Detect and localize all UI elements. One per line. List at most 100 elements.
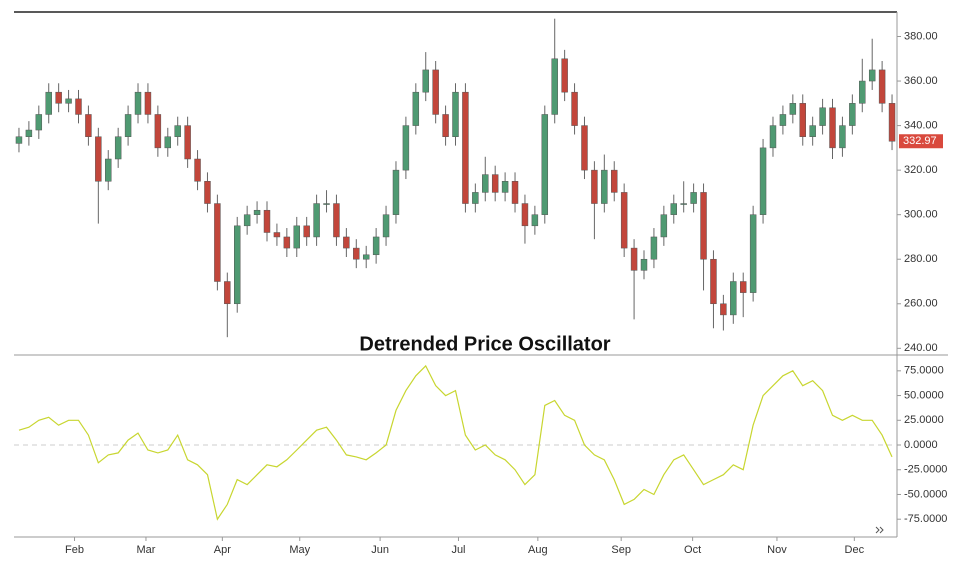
candle-body xyxy=(303,225,310,238)
candle-body xyxy=(15,136,23,144)
candle-body xyxy=(402,125,410,171)
candle-body xyxy=(878,69,886,104)
candle-body xyxy=(521,203,529,227)
candle-body xyxy=(511,181,519,204)
scroll-icon[interactable] xyxy=(879,526,884,534)
candle-body xyxy=(194,158,201,182)
candle-body xyxy=(472,192,479,204)
candle-body xyxy=(452,91,459,137)
candle-body xyxy=(730,281,737,316)
candle-body xyxy=(144,91,152,115)
y-tick-label: 380.00 xyxy=(904,30,938,42)
candle-body xyxy=(799,103,806,137)
candle-body xyxy=(343,236,350,249)
candle-body xyxy=(75,98,82,115)
candle-body xyxy=(482,174,489,193)
candle-body xyxy=(114,136,122,160)
candle-body xyxy=(660,214,668,238)
candle-body xyxy=(779,114,787,126)
y-tick-label: 25.0000 xyxy=(904,414,944,426)
candle-body xyxy=(313,203,320,238)
candle-body xyxy=(323,203,330,205)
y-tick-label: 50.0000 xyxy=(904,389,944,401)
candle-body xyxy=(392,169,400,215)
candle-body xyxy=(333,203,340,238)
candle-body xyxy=(819,107,826,126)
candle-body xyxy=(224,281,231,305)
candle-body xyxy=(124,114,132,137)
candle-body xyxy=(234,225,241,305)
candle-body xyxy=(720,303,727,316)
last-price-box xyxy=(899,134,943,149)
y-tick-label: 320.00 xyxy=(904,164,938,176)
candle-body xyxy=(85,114,92,137)
candle-body xyxy=(164,136,172,149)
y-tick-label: 240.00 xyxy=(904,342,938,354)
candle-body xyxy=(749,214,757,293)
x-tick-label: Feb xyxy=(65,544,84,556)
candle-body xyxy=(45,91,52,115)
candle-body xyxy=(630,247,638,271)
candle-body xyxy=(670,203,677,215)
candle-body xyxy=(581,125,588,171)
candle-body xyxy=(868,69,876,82)
x-tick-label: May xyxy=(289,544,310,556)
candle-body xyxy=(432,69,439,115)
candle-body xyxy=(640,258,648,271)
candle-body xyxy=(214,203,221,282)
x-tick-label: Jul xyxy=(451,544,465,556)
y-tick-label: -25.0000 xyxy=(904,464,947,476)
candle-body xyxy=(789,103,797,115)
oscillator-line xyxy=(18,364,893,521)
candle-body xyxy=(501,181,509,193)
x-tick-label: Jun xyxy=(371,544,389,556)
candle-body xyxy=(541,114,549,215)
candle-body xyxy=(442,114,449,137)
candle-body xyxy=(412,91,420,126)
candle-body xyxy=(55,91,62,104)
scroll-icon[interactable] xyxy=(875,526,880,534)
candle-body xyxy=(382,214,390,238)
x-tick-label: Apr xyxy=(214,544,231,556)
candle-body xyxy=(739,281,747,293)
candle-body xyxy=(809,125,816,137)
candle-body xyxy=(253,209,261,215)
candle-body xyxy=(571,91,578,126)
y-tick-label: 300.00 xyxy=(904,209,938,221)
x-tick-label: Sep xyxy=(611,544,631,556)
candle-body xyxy=(105,158,112,182)
candle-body xyxy=(422,69,429,93)
candle-body xyxy=(849,103,856,126)
y-tick-label: -75.0000 xyxy=(904,513,947,525)
candle-body xyxy=(680,203,687,205)
candle-body xyxy=(65,98,72,104)
candle-body xyxy=(174,125,181,137)
candle-body xyxy=(263,209,271,233)
candle-body xyxy=(154,114,162,149)
x-tick-label: Dec xyxy=(845,544,865,556)
chart-title: Detrended Price Oscillator xyxy=(359,333,610,355)
candle-body xyxy=(601,169,608,204)
candle-body xyxy=(700,192,707,260)
candle-body xyxy=(184,125,191,160)
y-tick-label: 280.00 xyxy=(904,253,938,265)
candle-body xyxy=(293,225,300,249)
candle-body xyxy=(650,236,658,260)
y-tick-label: 0.0000 xyxy=(904,439,938,451)
y-tick-label: 75.0000 xyxy=(904,365,944,377)
candle-body xyxy=(769,125,777,149)
candle-body xyxy=(620,192,628,249)
last-price-label: 332.97 xyxy=(903,135,937,147)
candle-body xyxy=(491,174,499,193)
candle-body xyxy=(759,147,767,215)
y-tick-label: 340.00 xyxy=(904,119,938,131)
candle-body xyxy=(204,181,211,204)
candle-body xyxy=(95,136,102,182)
candle-body xyxy=(243,214,251,227)
candle-body xyxy=(362,254,370,260)
candle-body xyxy=(551,58,558,115)
candle-body xyxy=(859,80,866,104)
x-tick-label: Aug xyxy=(528,544,548,556)
x-tick-label: Mar xyxy=(136,544,155,556)
